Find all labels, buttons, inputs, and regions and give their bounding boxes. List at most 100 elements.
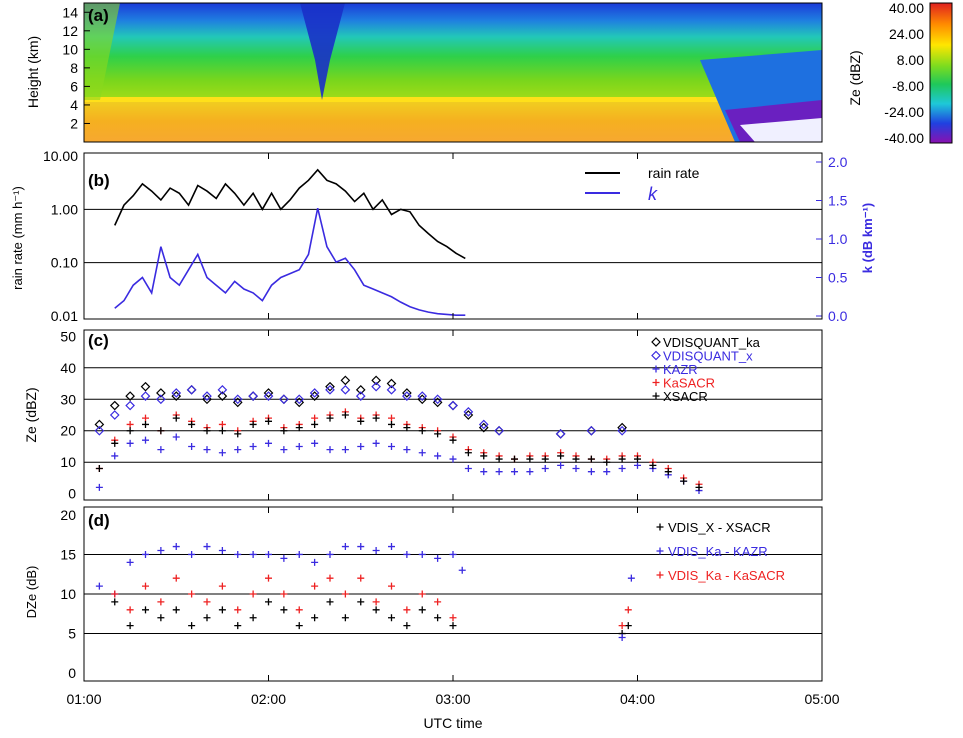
- panel-c-reflectivity: 50 40 30 20 10 0 (c) Ze (dBZ) VDISQUANT_kaVDI…: [23, 328, 823, 502]
- point-KAZR: [157, 446, 165, 454]
- point-KAZR: [388, 442, 395, 450]
- point-VDIS_X - XSACR: [624, 622, 632, 630]
- panel-d-legend: VDIS_X - XSACR VDIS_Ka - KAZR VDIS_Ka - Ka…: [656, 520, 785, 583]
- panel-b-y2tick-label: 1.0: [828, 231, 848, 247]
- colorbar-label: Ze (dBZ): [847, 50, 863, 105]
- legend-label-VDIS_Ka - KAZR: VDIS_Ka - KAZR: [668, 544, 768, 559]
- legend-label-KAZR: KAZR: [663, 362, 698, 377]
- panel-b-ylabel: rain rate (mm h⁻¹): [10, 186, 25, 290]
- point-VDIS_Ka - KAZR: [388, 543, 395, 551]
- legend-marker-XSACR: [652, 392, 660, 400]
- point-VDIS_X - XSACR: [418, 606, 426, 614]
- legend-marker-KAZR: [652, 365, 660, 373]
- point-XSACR: [587, 455, 595, 463]
- colorbar-tick-label: 24.00: [889, 26, 924, 42]
- point-XSACR: [664, 468, 672, 476]
- legend-marker-VDISQUANT_ka: [651, 337, 661, 347]
- panel-d-ytick-label: 0: [68, 665, 76, 681]
- point-VDISQUANT_ka: [371, 375, 381, 386]
- point-VDISQUANT_x: [94, 425, 105, 436]
- point-XSACR: [126, 427, 134, 435]
- point-VDISQUANT_x: [248, 391, 258, 401]
- point-KAZR: [341, 446, 349, 454]
- panel-c-ytick-label: 40: [60, 360, 76, 376]
- colorbar-gradient: [929, 2, 953, 144]
- point-VDISQUANT_ka: [109, 400, 120, 411]
- point-VDISQUANT_ka: [140, 381, 151, 392]
- point-VDISQUANT_ka: [263, 388, 274, 398]
- legend-marker-KaSACR: [652, 379, 660, 386]
- point-KAZR: [403, 446, 411, 454]
- point-KAZR: [449, 455, 457, 463]
- point-VDIS_Ka - KAZR: [449, 550, 457, 558]
- point-VDISQUANT_x: [555, 429, 566, 439]
- point-XSACR: [649, 461, 657, 469]
- legend-label-KaSACR: KaSACR: [663, 376, 715, 391]
- point-VDIS_Ka - KAZR: [126, 558, 134, 566]
- point-VDISQUANT_ka: [125, 391, 135, 401]
- point-VDISQUANT_ka: [386, 378, 397, 389]
- point-KaSACR: [142, 414, 149, 422]
- point-KAZR: [557, 461, 565, 469]
- point-KAZR: [418, 449, 426, 457]
- point-VDISQUANT_ka: [217, 391, 228, 401]
- point-XSACR: [572, 455, 580, 463]
- legend-k-label: k: [648, 184, 658, 204]
- panel-d-ytick-label: 10: [60, 586, 76, 602]
- point-KAZR: [234, 446, 242, 454]
- point-XSACR: [234, 430, 242, 438]
- colorbar-tick-label: 40.00: [889, 0, 924, 16]
- point-VDISQUANT_x: [156, 394, 166, 405]
- point-KAZR: [311, 439, 319, 447]
- point-VDIS_Ka - KAZR: [218, 547, 226, 554]
- point-VDISQUANT_x: [586, 425, 597, 436]
- point-VDISQUANT_x: [171, 388, 182, 398]
- point-KAZR: [172, 433, 180, 441]
- point-VDISQUANT_x: [186, 384, 197, 395]
- point-VDIS_Ka - KaSACR: [449, 614, 457, 622]
- point-XSACR: [603, 458, 611, 466]
- point-VDIS_Ka - KAZR: [265, 550, 272, 558]
- panel-b-frame: [83, 152, 823, 320]
- panel-c-ytick-label: 10: [60, 454, 76, 470]
- point-VDIS_Ka - KAZR: [203, 543, 211, 551]
- point-VDIS_X - XSACR: [234, 622, 242, 630]
- point-KAZR: [603, 468, 611, 476]
- point-VDIS_X - XSACR: [249, 614, 257, 622]
- point-VDIS_Ka - KaSACR: [142, 582, 149, 590]
- point-VDISQUANT_x: [355, 391, 366, 401]
- point-VDIS_X - XSACR: [357, 598, 365, 606]
- point-KaSACR: [218, 420, 226, 428]
- point-XSACR: [326, 414, 334, 422]
- point-VDIS_Ka - KaSACR: [126, 606, 134, 614]
- point-VDISQUANT_ka: [325, 381, 335, 392]
- point-VDISQUANT_ka: [355, 384, 366, 395]
- point-VDIS_Ka - KAZR: [434, 554, 442, 562]
- panel-a-ytick-label: 2: [70, 115, 78, 131]
- colorbar: 40.00 24.00 8.00 -8.00 -24.00 -40.00 Ze (dBZ): [847, 0, 953, 146]
- point-XSACR: [372, 414, 380, 422]
- legend-marker-VDIS_Ka - KAZR: [656, 547, 664, 555]
- point-XSACR: [480, 452, 488, 460]
- point-VDISQUANT_x: [109, 410, 120, 420]
- point-XSACR: [218, 427, 226, 435]
- point-KAZR: [126, 439, 134, 447]
- point-VDISQUANT_x: [140, 391, 151, 401]
- panel-a-ytick-label: 14: [62, 4, 78, 20]
- point-VDIS_Ka - KaSACR: [434, 598, 442, 606]
- point-VDIS_Ka - KAZR: [627, 574, 635, 582]
- point-KAZR: [265, 439, 272, 447]
- point-VDIS_X - XSACR: [311, 614, 319, 622]
- colorbar-tick-label: -8.00: [892, 78, 924, 94]
- heatmap-leading-edge: [84, 3, 120, 100]
- point-VDIS_X - XSACR: [126, 622, 134, 630]
- point-VDISQUANT_ka: [617, 422, 627, 433]
- panel-d-ylabel: DZe (dB): [24, 566, 39, 619]
- point-VDIS_Ka - KAZR: [280, 554, 288, 562]
- point-VDIS_Ka - KaSACR: [234, 606, 242, 614]
- point-KAZR: [572, 465, 580, 473]
- point-VDISQUANT_x: [386, 384, 397, 395]
- x-tick-label: 05:00: [804, 691, 839, 707]
